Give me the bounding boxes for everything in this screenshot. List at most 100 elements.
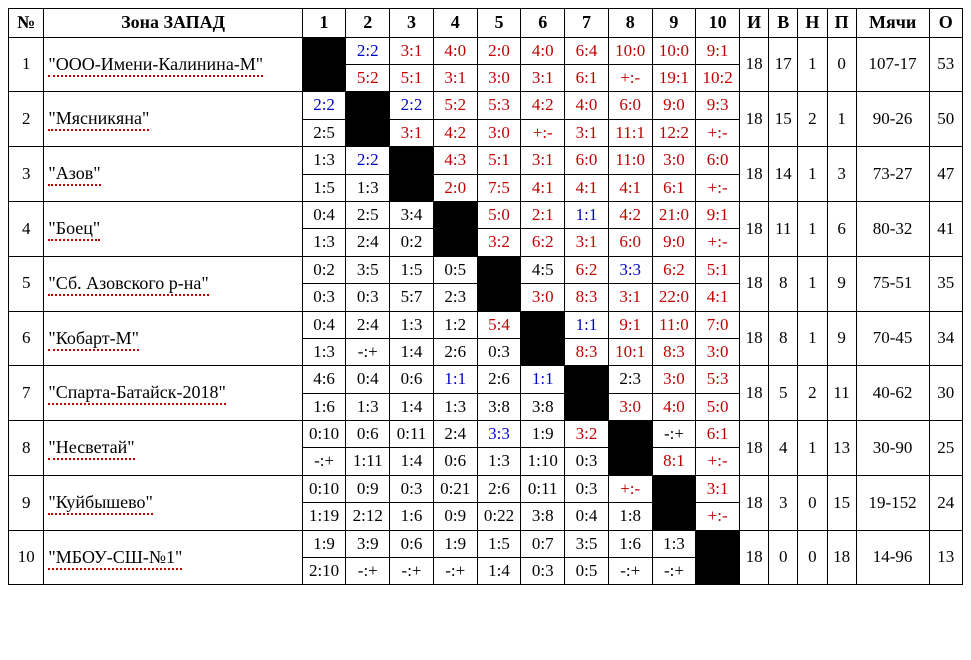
match-cell: 6:0 <box>696 147 740 174</box>
table-row: 2"Мясникяна"2:22:25:25:34:24:06:09:09:31… <box>9 92 963 119</box>
match-cell: 10:0 <box>652 37 696 64</box>
match-cell: 6:2 <box>565 256 609 283</box>
match-cell: 9:3 <box>696 92 740 119</box>
match-cell <box>346 92 390 147</box>
match-cell: 0:3 <box>346 284 390 311</box>
match-cell: 2:2 <box>346 147 390 174</box>
stat-goals: 14-96 <box>856 530 929 585</box>
team-name: "Несветай" <box>44 421 302 476</box>
match-cell: 0:9 <box>433 503 477 530</box>
match-cell: 1:5 <box>390 256 434 283</box>
match-cell <box>390 147 434 202</box>
row-number: 1 <box>9 37 44 92</box>
match-cell: -:+ <box>390 558 434 585</box>
match-cell: 3:0 <box>652 366 696 393</box>
match-cell: 5:3 <box>696 366 740 393</box>
match-cell: 6:1 <box>652 174 696 201</box>
match-cell: 11:1 <box>608 119 652 146</box>
stat-win: 8 <box>769 256 798 311</box>
match-cell: 1:6 <box>608 530 652 557</box>
match-cell: 0:10 <box>302 421 346 448</box>
match-cell: 0:9 <box>346 475 390 502</box>
match-cell: +:- <box>608 475 652 502</box>
match-cell: 1:3 <box>477 448 521 475</box>
match-cell: 2:0 <box>477 37 521 64</box>
match-cell: 0:11 <box>521 475 565 502</box>
stat-goals: 90-26 <box>856 92 929 147</box>
match-cell: 4:1 <box>565 174 609 201</box>
match-cell: 4:0 <box>565 92 609 119</box>
stat-win: 11 <box>769 201 798 256</box>
match-cell: 3:1 <box>433 64 477 91</box>
row-number: 10 <box>9 530 44 585</box>
match-cell: -:+ <box>652 558 696 585</box>
match-cell: 1:19 <box>302 503 346 530</box>
stat-played: 18 <box>740 366 769 421</box>
match-cell: 3:2 <box>477 229 521 256</box>
match-cell: 5:0 <box>477 201 521 228</box>
stat-draw: 0 <box>798 530 827 585</box>
row-number: 6 <box>9 311 44 366</box>
match-cell: +:- <box>696 229 740 256</box>
col-m3: 3 <box>390 9 434 38</box>
match-cell: 1:3 <box>302 338 346 365</box>
stat-played: 18 <box>740 37 769 92</box>
team-name: "Азов" <box>44 147 302 202</box>
match-cell: +:- <box>696 448 740 475</box>
match-cell: 7:0 <box>696 311 740 338</box>
match-cell: 3:0 <box>608 393 652 420</box>
table-row: 7"Спарта-Батайск-2018"4:60:40:61:12:61:1… <box>9 366 963 393</box>
stat-draw: 1 <box>798 147 827 202</box>
stat-draw: 2 <box>798 92 827 147</box>
match-cell: 2:1 <box>521 201 565 228</box>
team-name: "Мясникяна" <box>44 92 302 147</box>
stat-points: 24 <box>929 475 962 530</box>
col-m7: 7 <box>565 9 609 38</box>
match-cell: +:- <box>521 119 565 146</box>
table-row: 4"Боец"0:42:53:45:02:11:14:221:09:118111… <box>9 201 963 228</box>
match-cell: 3:5 <box>565 530 609 557</box>
match-cell: -:+ <box>608 558 652 585</box>
stat-points: 41 <box>929 201 962 256</box>
stat-win: 14 <box>769 147 798 202</box>
match-cell: 1:3 <box>346 393 390 420</box>
match-cell: 5:1 <box>477 147 521 174</box>
col-team: Зона ЗАПАД <box>44 9 302 38</box>
match-cell: 4:1 <box>521 174 565 201</box>
match-cell: 3:0 <box>696 338 740 365</box>
match-cell: 1:1 <box>565 201 609 228</box>
match-cell: 3:0 <box>652 147 696 174</box>
stat-loss: 0 <box>827 37 856 92</box>
col-m9: 9 <box>652 9 696 38</box>
stat-played: 18 <box>740 421 769 476</box>
match-cell: 3:8 <box>477 393 521 420</box>
match-cell: 21:0 <box>652 201 696 228</box>
stat-loss: 3 <box>827 147 856 202</box>
stat-played: 18 <box>740 92 769 147</box>
stat-loss: 1 <box>827 92 856 147</box>
match-cell: 0:2 <box>302 256 346 283</box>
match-cell: 3:1 <box>608 284 652 311</box>
match-cell: 3:1 <box>521 64 565 91</box>
match-cell: 5:1 <box>696 256 740 283</box>
match-cell: 4:1 <box>696 284 740 311</box>
match-cell: 10:1 <box>608 338 652 365</box>
stat-draw: 1 <box>798 421 827 476</box>
match-cell: 4:2 <box>521 92 565 119</box>
stat-loss: 18 <box>827 530 856 585</box>
match-cell: 2:4 <box>346 229 390 256</box>
row-number: 3 <box>9 147 44 202</box>
match-cell: 1:4 <box>477 558 521 585</box>
team-name: "Куйбышево" <box>44 475 302 530</box>
stat-draw: 1 <box>798 311 827 366</box>
match-cell <box>608 421 652 476</box>
match-cell: 10:2 <box>696 64 740 91</box>
row-number: 5 <box>9 256 44 311</box>
match-cell: 3:0 <box>521 284 565 311</box>
stat-played: 18 <box>740 530 769 585</box>
stat-goals: 19-152 <box>856 475 929 530</box>
match-cell: 5:3 <box>477 92 521 119</box>
stat-played: 18 <box>740 201 769 256</box>
stat-draw: 1 <box>798 256 827 311</box>
match-cell: 1:9 <box>433 530 477 557</box>
